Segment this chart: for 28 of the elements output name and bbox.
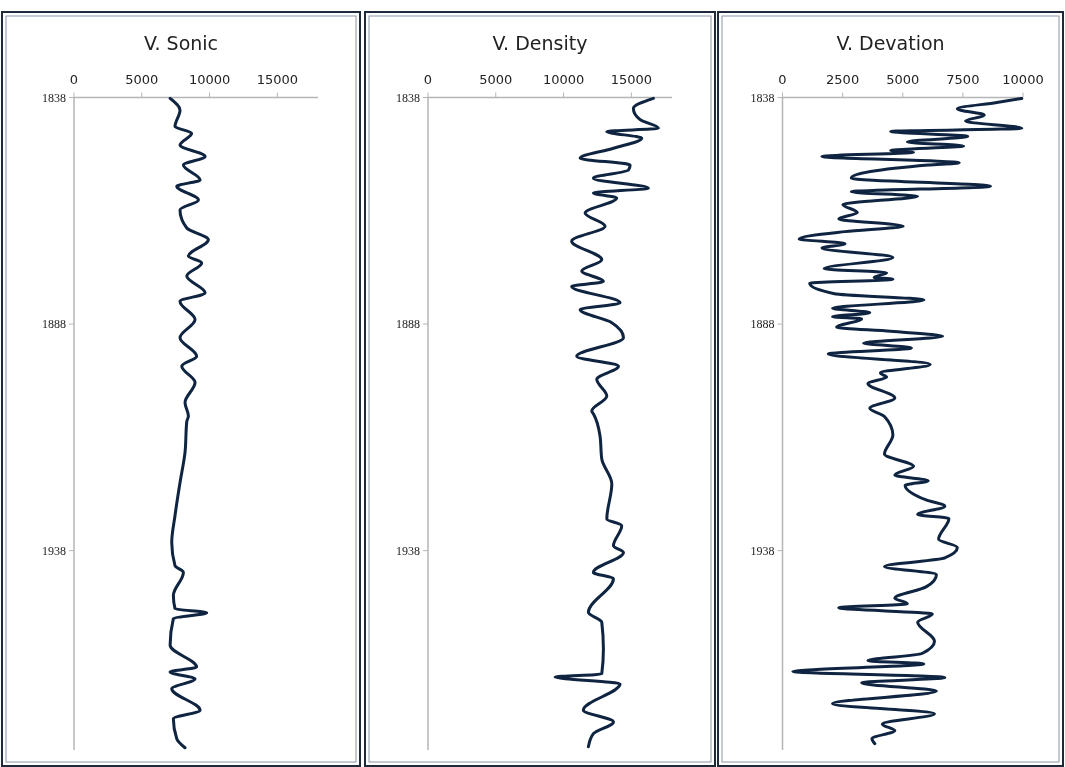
chart-title: V. Sonic: [143, 32, 219, 54]
line-series: [553, 96, 660, 749]
x-tick-label: 0: [778, 71, 787, 87]
x-tick-label: 10000: [188, 71, 231, 87]
x-tick-label: 5000: [886, 71, 920, 87]
x-tick-label: 0: [69, 71, 79, 87]
chart-title: V. Devation: [836, 32, 945, 54]
y-tick-label: 1938: [42, 543, 66, 558]
y-tick-label: 1838: [750, 90, 775, 105]
x-tick-label: 5000: [479, 71, 513, 87]
x-tick-label: 0: [423, 71, 433, 87]
x-tick-label: 5000: [125, 71, 159, 87]
x-tick-label: 2500: [826, 71, 860, 87]
line-series: [168, 96, 210, 750]
y-tick-label: 1888: [42, 317, 66, 332]
y-tick-label: 1838: [396, 90, 420, 105]
line-series: [791, 96, 1024, 746]
y-tick-label: 1888: [396, 317, 420, 332]
x-tick-label: 10000: [542, 71, 585, 87]
y-tick-label: 1838: [42, 90, 66, 105]
chart-title: V. Density: [492, 32, 588, 54]
x-tick-label: 10000: [1002, 71, 1044, 87]
x-tick-label: 15000: [610, 71, 653, 87]
x-tick-label: 7500: [946, 71, 980, 87]
y-tick-label: 1938: [750, 543, 775, 558]
y-tick-label: 1888: [750, 317, 775, 332]
y-tick-label: 1938: [396, 543, 420, 558]
x-tick-label: 15000: [256, 71, 299, 87]
